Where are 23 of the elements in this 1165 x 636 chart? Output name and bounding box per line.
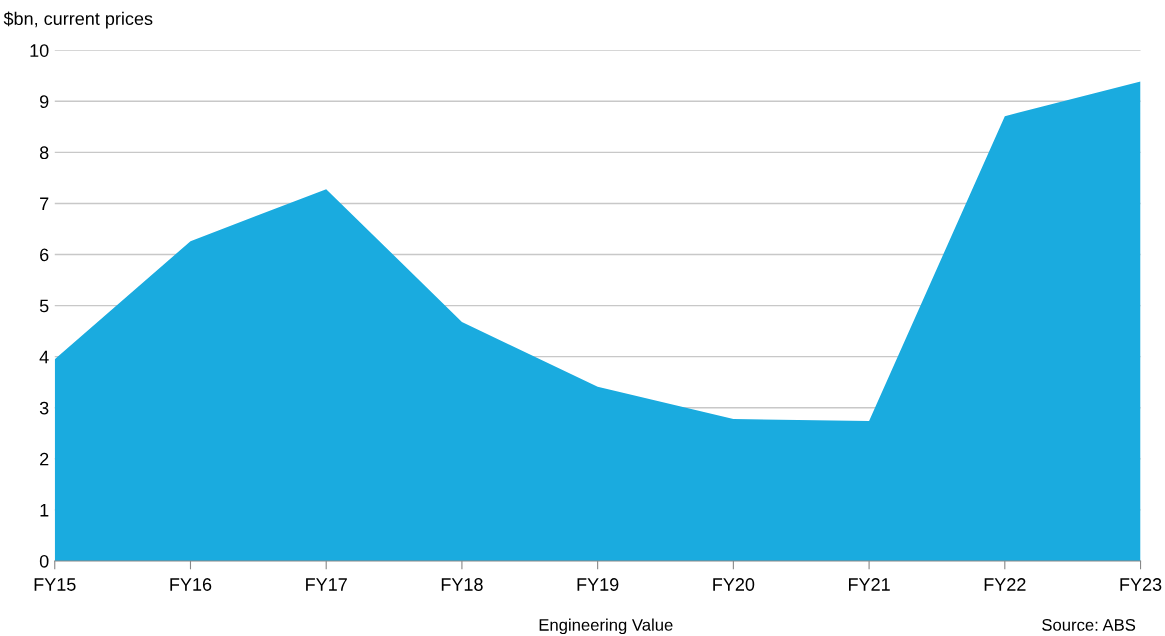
x-tick-label: FY16 xyxy=(170,578,212,591)
y-tick-label: 2 xyxy=(40,452,49,466)
y-tick-label: 7 xyxy=(40,197,49,210)
x-tick-label: FY15 xyxy=(34,578,76,591)
source-note: Source: ABS xyxy=(1042,619,1136,631)
x-tick-label: FY23 xyxy=(1120,578,1162,591)
y-tick-label: 8 xyxy=(39,146,49,160)
y-tick-label: 9 xyxy=(40,95,49,109)
y-tick-label: 5 xyxy=(39,299,49,313)
x-tick-label: FY17 xyxy=(306,578,347,591)
x-tick-label: FY20 xyxy=(713,578,755,591)
x-tick-label: FY18 xyxy=(441,578,483,591)
x-tick-label: FY21 xyxy=(848,578,890,591)
y-tick-label: 3 xyxy=(39,401,49,415)
y-tick-label: 6 xyxy=(40,248,49,262)
y-tick-label: 0 xyxy=(39,554,49,568)
y-tick-label: 10 xyxy=(30,44,49,57)
x-tick-label: FY19 xyxy=(577,578,619,591)
y-tick-label: 4 xyxy=(39,350,49,364)
x-tick-label: FY22 xyxy=(984,578,1026,591)
y-tick-label: 1 xyxy=(40,504,49,517)
x-axis-title: Engineering Value xyxy=(539,618,673,635)
y-axis-title: $bn, current prices xyxy=(3,11,153,29)
